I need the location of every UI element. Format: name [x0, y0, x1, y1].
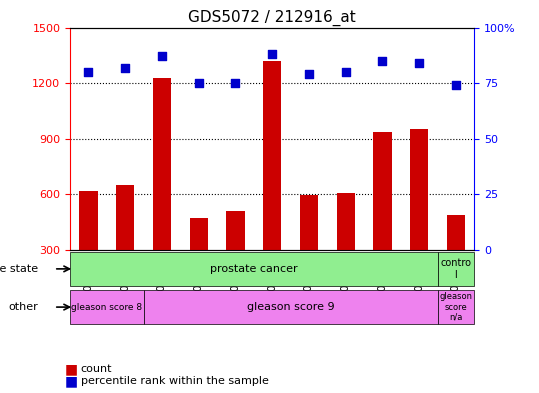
- Point: [268, 51, 277, 57]
- Bar: [116, 185, 134, 305]
- Point: [415, 60, 424, 66]
- Text: gleason score 8: gleason score 8: [71, 303, 142, 312]
- FancyBboxPatch shape: [70, 252, 438, 286]
- Bar: [373, 132, 392, 305]
- Text: percentile rank within the sample: percentile rank within the sample: [81, 376, 269, 386]
- Bar: [263, 61, 281, 305]
- Title: GDS5072 / 212916_at: GDS5072 / 212916_at: [188, 10, 356, 26]
- Text: prostate cancer: prostate cancer: [210, 264, 298, 274]
- Bar: [190, 218, 208, 305]
- Bar: [447, 215, 465, 305]
- Point: [157, 53, 166, 60]
- Bar: [336, 193, 355, 305]
- Point: [231, 80, 240, 86]
- Bar: [153, 77, 171, 305]
- FancyBboxPatch shape: [70, 290, 143, 324]
- Text: disease state: disease state: [0, 264, 38, 274]
- Text: ■: ■: [65, 374, 78, 388]
- Bar: [300, 195, 318, 305]
- Point: [341, 69, 350, 75]
- FancyBboxPatch shape: [438, 290, 474, 324]
- Text: other: other: [8, 302, 38, 312]
- Text: gleason score 9: gleason score 9: [247, 302, 334, 312]
- Point: [452, 82, 460, 88]
- Text: contro
l: contro l: [440, 258, 472, 280]
- Point: [195, 80, 203, 86]
- FancyBboxPatch shape: [438, 252, 474, 286]
- FancyBboxPatch shape: [143, 290, 438, 324]
- Bar: [79, 191, 98, 305]
- Bar: [226, 211, 245, 305]
- Text: ■: ■: [65, 362, 78, 376]
- Text: count: count: [81, 364, 112, 375]
- Bar: [410, 129, 429, 305]
- Point: [305, 71, 313, 77]
- Point: [121, 64, 129, 71]
- Text: gleason
score
n/a: gleason score n/a: [439, 292, 473, 322]
- Point: [378, 58, 387, 64]
- Point: [84, 69, 93, 75]
